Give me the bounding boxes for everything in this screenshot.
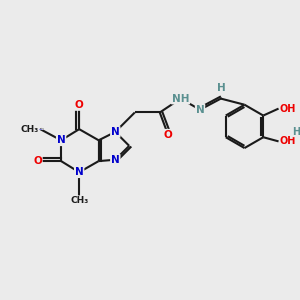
- Text: N: N: [196, 105, 204, 115]
- Text: N: N: [75, 167, 84, 177]
- Text: CH₃: CH₃: [21, 125, 39, 134]
- Text: N: N: [111, 127, 120, 137]
- Text: H: H: [217, 83, 225, 93]
- Text: NH: NH: [172, 94, 189, 103]
- Text: OH: OH: [280, 136, 296, 146]
- Text: N: N: [111, 155, 120, 165]
- Text: OH: OH: [280, 103, 296, 114]
- Text: O: O: [75, 100, 84, 110]
- Text: CH₃: CH₃: [70, 196, 88, 205]
- Text: H: H: [292, 127, 300, 137]
- Text: O: O: [164, 130, 172, 140]
- Text: methyl: methyl: [38, 128, 43, 130]
- Text: O: O: [33, 156, 42, 166]
- Text: N: N: [57, 135, 65, 145]
- Text: methyl: methyl: [40, 128, 45, 129]
